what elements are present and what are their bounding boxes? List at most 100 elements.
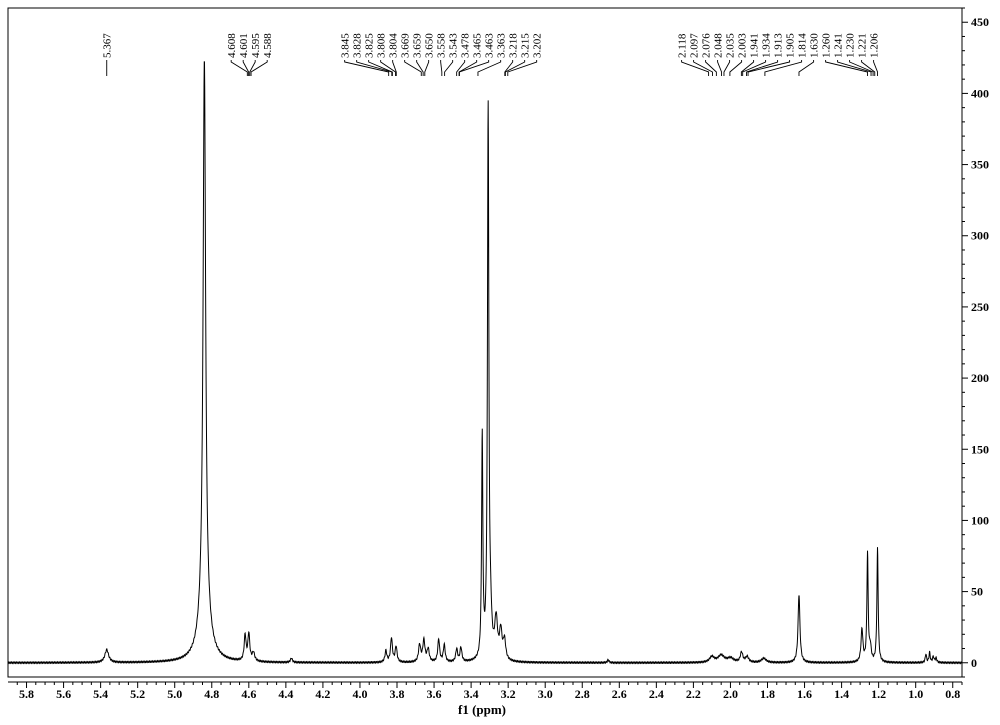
peak-label: 3.669 [400,33,412,58]
x-tick-label: 5.2 [130,687,145,701]
peak-leader-line [740,60,755,76]
peak-leader-line [404,60,422,76]
x-tick-label: 1.0 [908,687,923,701]
x-tick-label: 4.4 [278,687,293,701]
y-tick-label: 50 [971,585,983,599]
peak-label-group: 5.367 4.608 4.601 4.595 4.588 3.845 3.828 3.825… [102,33,881,76]
peak-label: 3.478 [460,33,472,58]
peak-leader-line [742,60,767,76]
x-tick-label: 4.0 [352,687,367,701]
y-tick-label: 150 [971,442,989,456]
x-tick-label: 2.6 [612,687,627,701]
peak-leader-line [717,60,723,76]
plot-frame [7,7,963,678]
peak-label: 4.601 [238,33,250,58]
x-axis-label: f1 (ppm) [458,702,506,717]
peak-leader-line [444,60,454,76]
peak-label: 3.558 [436,33,448,58]
peak-label: 1.230 [845,33,857,58]
x-tick-label: 3.4 [464,687,479,701]
x-tick-label: 1.8 [760,687,775,701]
peak-label: 3.463 [484,33,496,58]
peak-label: 1.905 [785,33,797,58]
x-tick-label: 1.2 [871,687,886,701]
x-tick-label: 4.2 [315,687,330,701]
x-tick-label: 3.2 [501,687,516,701]
peak-label: 3.363 [496,33,508,58]
peak-leader-line [507,60,538,76]
peak-leader-line [849,60,874,76]
peak-leader-line [250,60,268,76]
peak-leader-line [458,60,478,76]
peak-label: 1.241 [833,33,845,58]
peak-label: 3.845 [340,33,352,58]
x-tick-label: 2.2 [686,687,701,701]
peak-label: 1.630 [809,33,821,58]
peak-leader-line [873,60,878,76]
peak-leader-line [729,60,743,76]
peak-leader-line [424,60,430,76]
peak-leader-line [380,60,396,76]
peak-label: 1.206 [869,33,881,58]
peak-leader-line [504,60,526,76]
peak-leader-line [798,60,815,76]
x-tick-label: 2.8 [575,687,590,701]
spectrum-line [7,61,963,665]
peak-leader-line [368,60,393,76]
x-tick-label: 5.4 [93,687,108,701]
peak-label: 3.543 [448,33,460,58]
peak-label: 3.465 [472,33,484,58]
y-tick-label: 200 [971,371,989,385]
peak-label: 1.941 [749,33,761,58]
peak-leader-line [458,60,490,76]
peak-leader-line [344,60,390,76]
y-axis: 0 50 100 150 200 250 300 350 400 450 [962,7,989,678]
peak-label: 1.814 [797,33,809,58]
peak-leader-line [230,60,248,76]
y-tick-label: 0 [971,656,977,670]
x-tick-label: 0.8 [945,687,960,701]
y-tick-label: 250 [971,300,989,314]
peak-leader-line [825,60,868,76]
peak-leader-line [764,60,803,76]
plot-frame-rect [7,7,963,678]
peak-label: 3.659 [412,33,424,58]
peak-label: 3.218 [508,33,520,58]
peak-leader-line [693,60,713,76]
peak-leader-line [416,60,424,76]
x-tick-label: 5.0 [167,687,182,701]
peak-label: 2.003 [737,33,749,58]
peak-leader-line [392,60,397,76]
peak-label: 5.367 [102,33,114,58]
spectrum-series [7,61,963,665]
peak-label: 2.035 [725,33,737,58]
x-tick-label: 1.6 [797,687,812,701]
x-tick-label: 3.8 [390,687,405,701]
peak-leader-line [477,60,502,76]
peak-leader-line [837,60,872,76]
peak-label: 1.934 [761,33,773,58]
y-tick-label: 450 [971,15,989,29]
peak-label: 2.118 [677,33,689,58]
peak-label: 3.650 [424,33,436,58]
peak-label: 1.913 [773,33,785,58]
peak-leader-line [242,60,250,76]
peak-leader-line [723,60,731,76]
peak-label: 3.804 [388,33,400,58]
peak-leader-line [705,60,717,76]
peak-label: 3.215 [520,33,532,58]
peak-label: 3.828 [352,33,364,58]
peak-label: 1.260 [821,33,833,58]
x-tick-label: 3.0 [538,687,553,701]
peak-label: 2.048 [713,33,725,58]
peak-label: 3.202 [532,33,544,58]
x-tick-label: 1.4 [834,687,849,701]
peak-label: 4.595 [250,33,262,58]
peak-leader-line [440,60,443,76]
peak-leader-line [681,60,710,76]
y-tick-label: 300 [971,229,989,243]
x-tick-label: 5.8 [19,687,34,701]
x-tick-label: 4.6 [241,687,256,701]
y-tick-label: 350 [971,158,989,172]
